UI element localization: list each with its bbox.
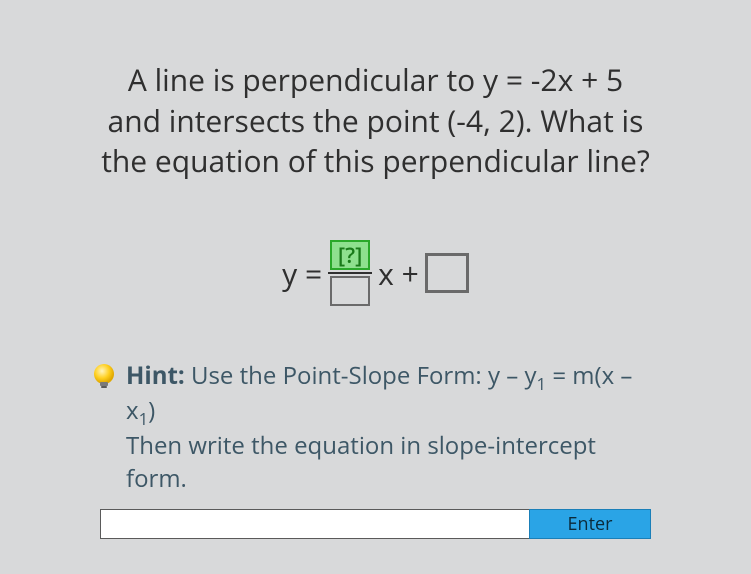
question-line-1: A line is perpendicular to y = -2x + 5 bbox=[128, 59, 623, 100]
intercept-blank[interactable] bbox=[425, 253, 469, 293]
lightbulb-icon bbox=[90, 362, 118, 395]
problem-card: A line is perpendicular to y = -2x + 5 a… bbox=[0, 0, 751, 574]
answer-input[interactable] bbox=[100, 509, 529, 539]
question-line-3: the equation of this perpendicular line? bbox=[101, 140, 650, 181]
slope-fraction: [?] bbox=[328, 237, 372, 310]
hint-sub1: 1 bbox=[536, 371, 546, 394]
hint-line1-pre: Use the Point-Slope Form: y – y bbox=[185, 359, 537, 392]
hint-block: Hint: Use the Point-Slope Form: y – y1 =… bbox=[40, 360, 711, 496]
question-line-2: and intersects the point (-4, 2). What i… bbox=[108, 100, 644, 141]
hint-sub2: 1 bbox=[139, 407, 149, 430]
equation-after-frac: x + bbox=[378, 253, 419, 294]
equation-lhs: y = bbox=[282, 253, 322, 294]
fraction-numerator: [?] bbox=[328, 237, 372, 270]
enter-button[interactable]: Enter bbox=[529, 509, 651, 539]
fraction-denominator bbox=[328, 276, 372, 310]
denominator-blank[interactable] bbox=[330, 276, 370, 306]
hint-label: Hint: bbox=[126, 359, 185, 392]
fraction-bar bbox=[328, 272, 372, 274]
answer-input-row: Enter bbox=[40, 509, 711, 539]
answer-equation: y = [?] x + bbox=[40, 237, 711, 310]
numerator-blank[interactable]: [?] bbox=[330, 240, 370, 270]
hint-line2: Then write the equation in slope-interce… bbox=[126, 429, 596, 494]
hint-line1-post: ) bbox=[148, 394, 155, 427]
hint-text: Hint: Use the Point-Slope Form: y – y1 =… bbox=[126, 360, 661, 496]
question-text: A line is perpendicular to y = -2x + 5 a… bbox=[40, 60, 711, 182]
